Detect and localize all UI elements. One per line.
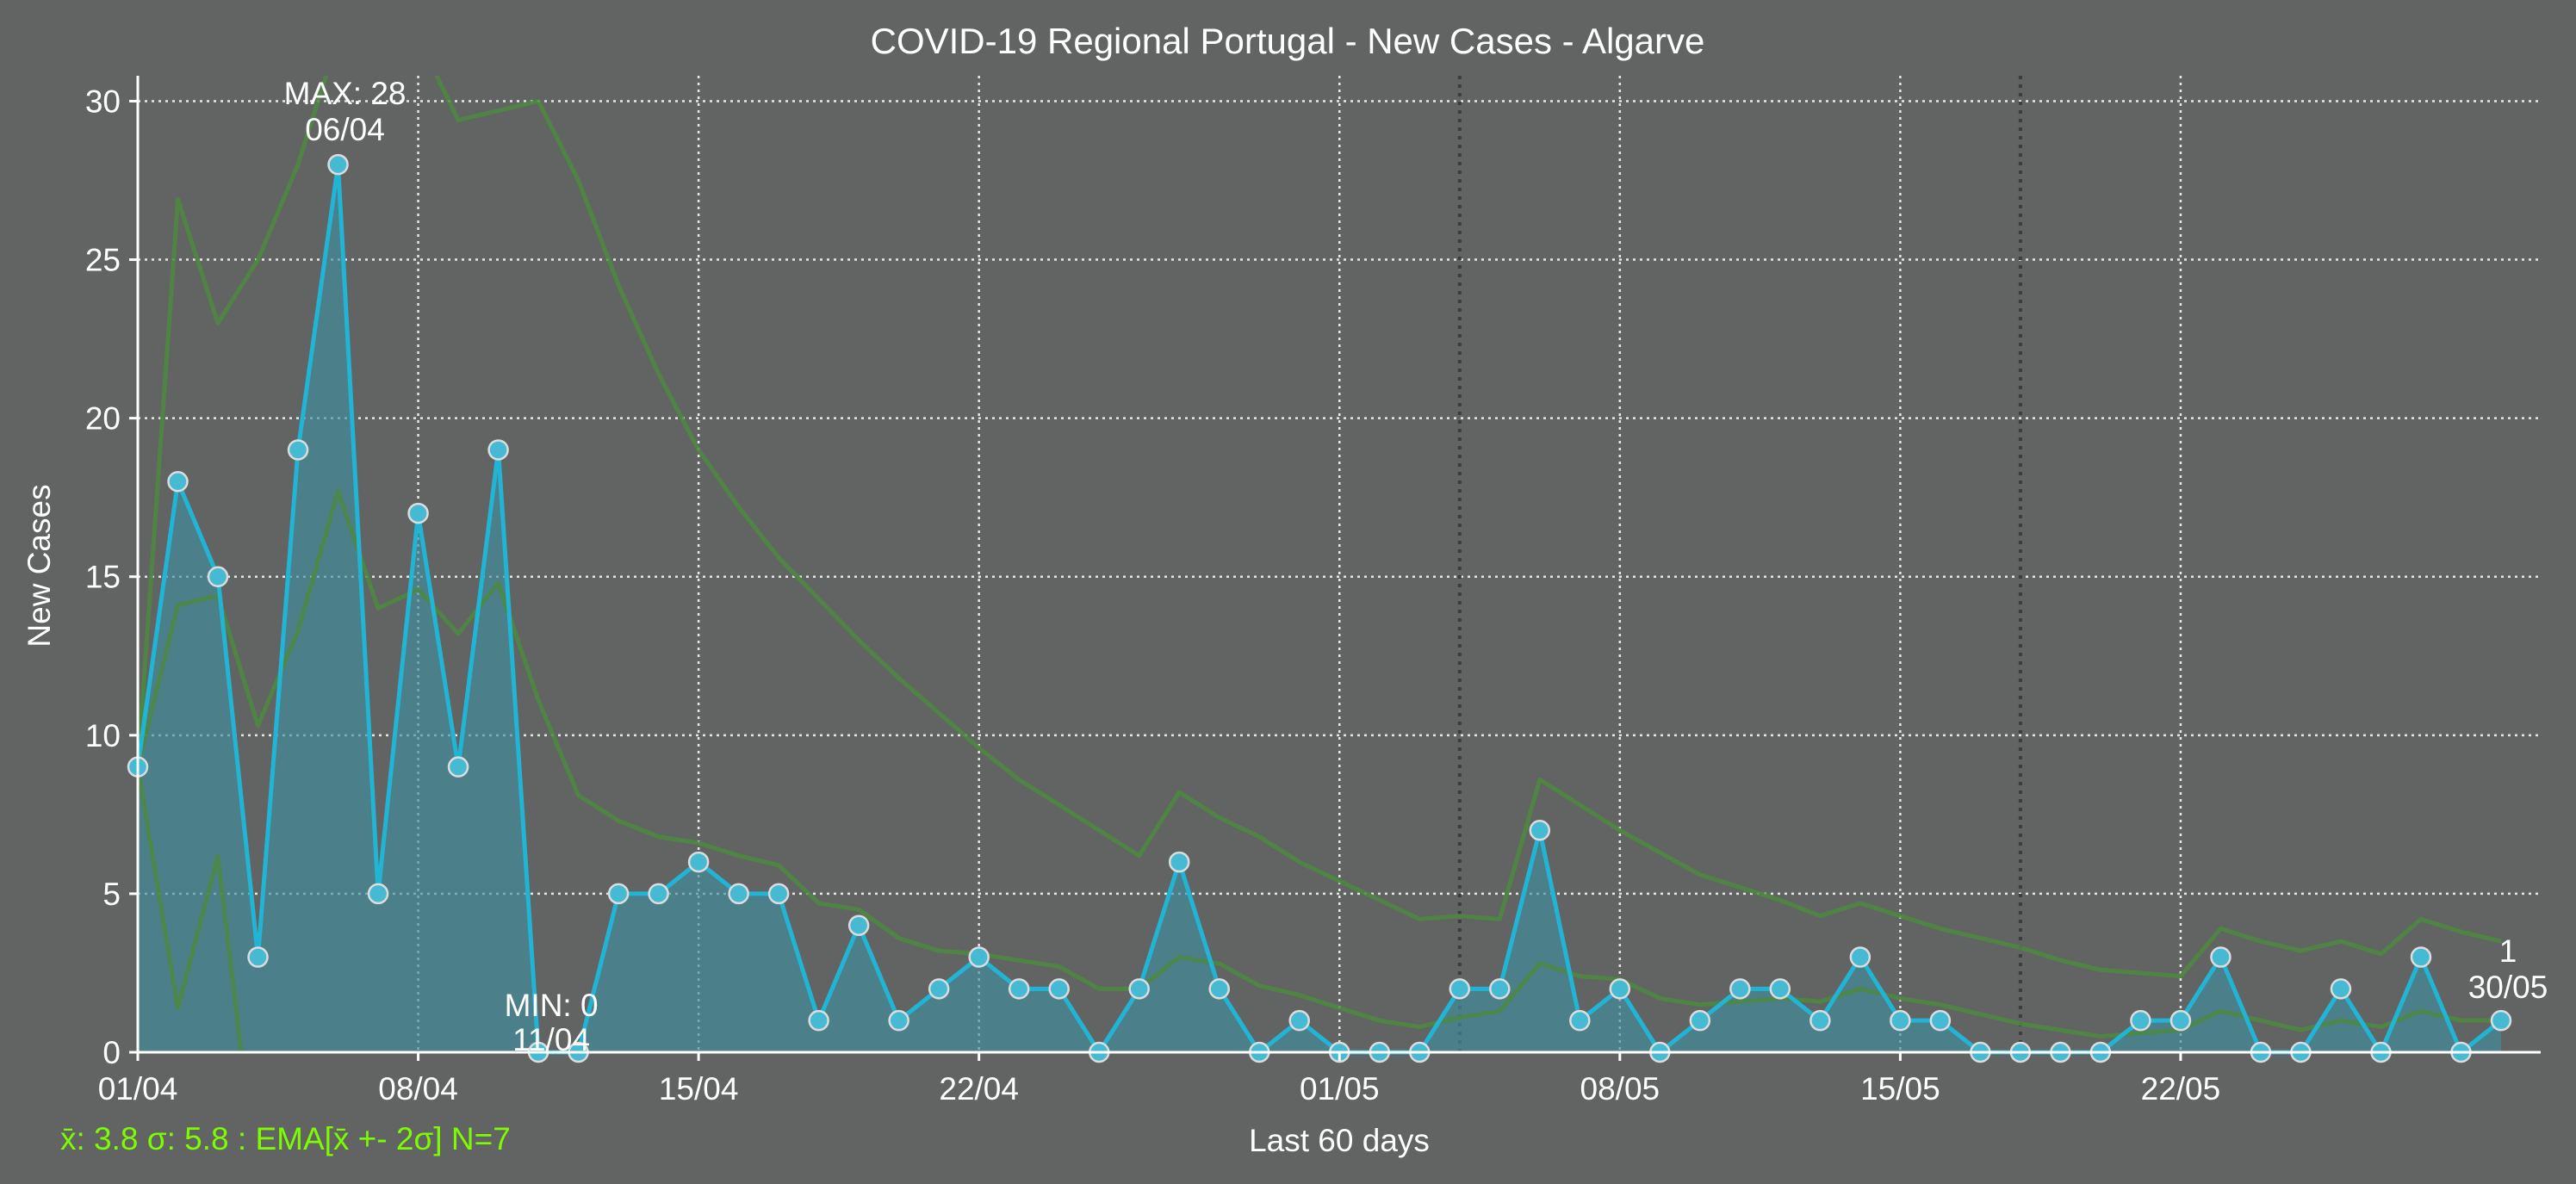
stats-footer: x̄: 3.8 σ: 5.8 : EMA[x̄ +- 2σ] N=7: [60, 1121, 511, 1156]
data-point: [1048, 978, 1070, 1000]
data-point: [808, 1009, 829, 1032]
data-point: [1449, 978, 1471, 1000]
data-point: [367, 883, 389, 905]
x-tick-label: 08/05: [1580, 1071, 1660, 1107]
max-annotation-value: MAX: 28: [284, 76, 407, 111]
data-point: [407, 502, 429, 524]
data-point: [2130, 1009, 2151, 1032]
data-point: [2210, 946, 2231, 968]
x-tick-label: 15/05: [1860, 1071, 1940, 1107]
x-tick-label: 15/04: [659, 1071, 739, 1107]
data-point: [687, 851, 710, 873]
data-point: [447, 756, 469, 778]
data-point: [1609, 978, 1631, 1000]
x-tick-label: 01/05: [1300, 1071, 1380, 1107]
data-point: [1288, 1009, 1310, 1032]
y-tick-label: 15: [85, 560, 121, 595]
data-point: [2490, 1009, 2512, 1032]
last-annotation-date: 30/05: [2468, 970, 2548, 1005]
data-point: [1569, 1009, 1591, 1032]
y-tick-label: 10: [85, 718, 121, 753]
x-tick-label: 22/05: [2141, 1071, 2221, 1107]
ema-bands: [138, 76, 2502, 1052]
data-point: [2169, 1009, 2192, 1032]
x-tick-label: 01/04: [98, 1071, 178, 1107]
data-point: [1168, 851, 1190, 873]
data-point: [1128, 978, 1150, 1000]
data-point: [1008, 978, 1030, 1000]
data-point: [648, 883, 669, 905]
area-fill: [138, 164, 2501, 1052]
area-path: [138, 164, 2501, 1052]
data-point: [2410, 946, 2432, 968]
min-annotation-date: 11/04: [512, 1022, 590, 1057]
y-tick-label: 25: [85, 243, 121, 278]
y-axis-label: New Cases: [22, 484, 57, 647]
x-tick-label: 08/04: [378, 1071, 458, 1107]
min-annotation-value: MIN: 0: [505, 988, 599, 1023]
x-tick-labels: 01/04 08/04 15/04 22/04 01/05 08/05 15/05 22/05: [98, 1052, 2221, 1107]
data-point: [968, 946, 990, 968]
data-point: [888, 1009, 909, 1032]
data-point: [1890, 1009, 1911, 1032]
y-tick-label: 5: [102, 877, 121, 912]
data-point: [1489, 978, 1511, 1000]
last-annotation-value: 1: [2499, 933, 2517, 969]
data-point: [487, 439, 509, 461]
data-point: [1529, 820, 1551, 841]
data-point: [247, 946, 269, 968]
data-point: [728, 883, 749, 905]
data-point: [167, 471, 189, 493]
y-tick-label: 20: [85, 401, 121, 437]
data-point: [1208, 978, 1230, 1000]
data-point: [1729, 978, 1751, 1000]
data-point: [1769, 978, 1791, 1000]
x-tick-label: 22/04: [939, 1071, 1019, 1107]
data-point: [2330, 978, 2352, 1000]
data-point: [207, 566, 229, 587]
max-annotation-date: 06/04: [305, 112, 385, 147]
x-axis-label: Last 60 days: [1249, 1123, 1430, 1158]
y-tick-label: 0: [102, 1035, 121, 1070]
y-tick-label: 30: [85, 84, 121, 119]
data-point: [928, 978, 950, 1000]
band-line-1: [138, 76, 2502, 979]
data-point: [767, 883, 790, 905]
band-line-0: [138, 488, 2501, 1039]
data-point: [847, 914, 870, 936]
y-tick-labels: 0 5 10 15 20 25 30: [85, 84, 138, 1070]
chart-title: COVID-19 Regional Portugal - New Cases -…: [871, 21, 1705, 61]
data-point: [327, 153, 349, 176]
data-point: [1689, 1009, 1711, 1032]
band-line-2: [138, 766, 244, 1052]
data-point: [287, 439, 309, 461]
data-point: [1849, 946, 1871, 968]
data-point: [607, 883, 630, 905]
data-point: [1929, 1009, 1952, 1032]
data-point: [1809, 1009, 1831, 1032]
